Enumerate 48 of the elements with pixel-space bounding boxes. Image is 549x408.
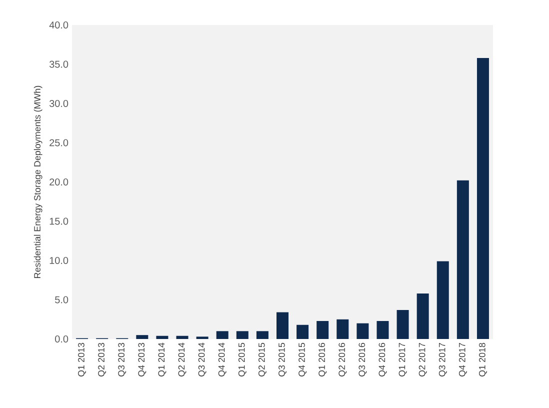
- y-tick-label: 15.0: [50, 218, 68, 225]
- x-tick-label: Q3 2013: [118, 342, 126, 376]
- x-tick-label: Q2 2017: [418, 342, 427, 376]
- bar: [476, 58, 489, 339]
- y-tick-label: 40.0: [49, 21, 68, 29]
- y-tick-label: 5.0: [55, 296, 68, 304]
- x-tick-label: Q4 2013: [138, 342, 146, 376]
- bar: [316, 320, 329, 339]
- bar: [396, 310, 409, 339]
- bar: [436, 261, 449, 339]
- x-tick-label: Q2 2014: [178, 342, 186, 376]
- y-tick-label: 35.0: [49, 60, 68, 68]
- x-tick-label: Q1 2013: [78, 342, 86, 376]
- x-tick-label: Q1 2017: [398, 342, 407, 376]
- y-axis-title: Residential Energy Storage Deployments (MWh): [34, 86, 42, 278]
- x-tick-label: Q4 2015: [298, 342, 307, 376]
- bar: [416, 293, 429, 339]
- y-tick-label: 0.0: [55, 335, 68, 343]
- x-tick-label: Q2 2015: [258, 342, 266, 376]
- x-tick-label: Q1 2016: [318, 342, 327, 376]
- bar: [456, 180, 469, 339]
- x-tick-label: Q2 2013: [98, 342, 106, 376]
- bar: [236, 331, 248, 339]
- bar: [216, 331, 228, 339]
- x-tick-label: Q3 2015: [278, 342, 286, 376]
- y-tick-label: 10.0: [50, 256, 68, 264]
- x-tick-label: Q1 2015: [238, 342, 246, 376]
- y-tick-label: 25.0: [50, 139, 68, 146]
- bar: [296, 324, 309, 339]
- bar: [356, 323, 369, 339]
- bar: [156, 336, 168, 339]
- x-tick-label: Q4 2017: [458, 342, 467, 376]
- bar: [336, 319, 349, 339]
- bar: [256, 331, 268, 339]
- x-tick-label: Q1 2014: [158, 342, 166, 376]
- x-tick-label: Q4 2014: [218, 342, 226, 376]
- x-tick-label: Q3 2014: [198, 342, 206, 376]
- bar: [176, 336, 188, 339]
- x-tick-label: Q3 2016: [358, 342, 367, 376]
- x-tick-label: Q3 2017: [438, 342, 447, 376]
- bar: [276, 312, 289, 339]
- x-tick-label: Q2 2016: [338, 342, 347, 376]
- y-tick-label: 20.0: [50, 178, 68, 186]
- x-tick-label: Q4 2016: [378, 342, 387, 376]
- y-tick-label: 30.0: [49, 100, 68, 108]
- bar: [376, 320, 389, 339]
- bar: [136, 335, 148, 339]
- x-tick-label: Q1 2018: [478, 342, 487, 376]
